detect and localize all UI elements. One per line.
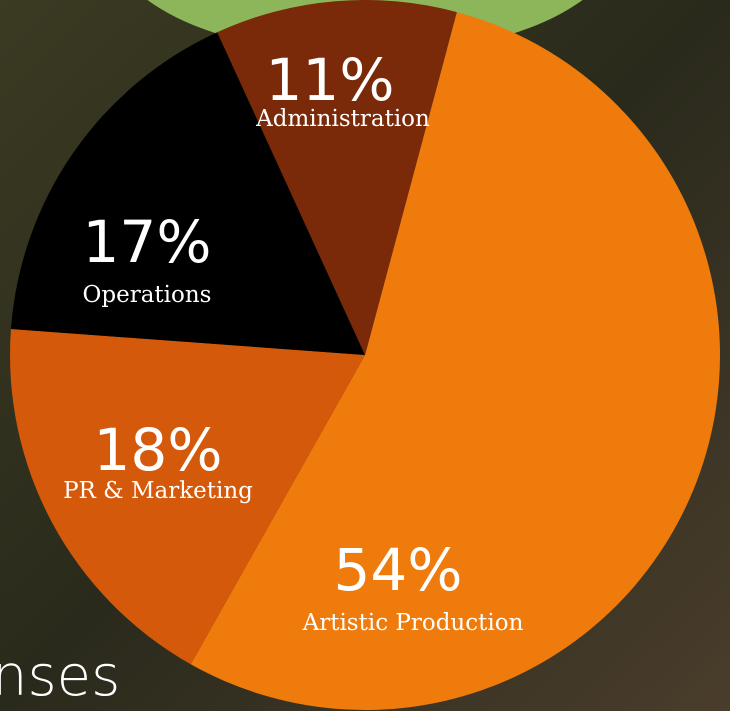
slice-label: Operations <box>83 282 212 308</box>
value-label: 17% <box>83 208 212 276</box>
value-label: 11% <box>266 46 395 114</box>
pie-slice <box>10 329 366 665</box>
caption: nses <box>0 644 120 709</box>
pie: 54% Artistic Production 18%PR & Marketing 1… <box>10 0 721 711</box>
value-label: 54% <box>334 536 463 604</box>
slice-label: PR & Marketing <box>63 478 253 504</box>
pie-slice <box>190 12 721 711</box>
pie-slice <box>10 32 365 355</box>
pie-slice <box>217 0 457 355</box>
slice-label: Administration <box>255 106 430 132</box>
value-label: 18% <box>94 416 223 484</box>
slice-label: Artistic Production <box>302 610 524 636</box>
